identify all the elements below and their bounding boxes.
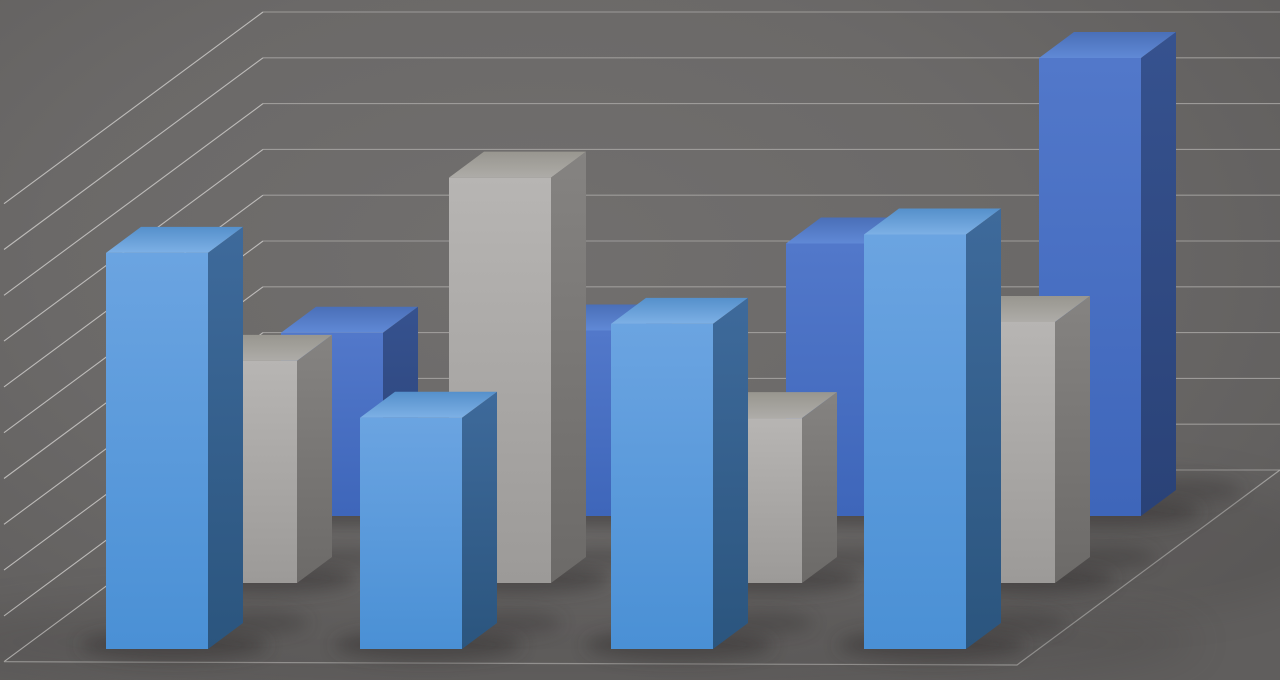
- bar-side-face: [297, 334, 332, 583]
- bar-front-face: [864, 234, 966, 649]
- bar-top-face: [1039, 32, 1176, 58]
- left-wall-gridline: [3, 103, 264, 296]
- bar-top-face: [360, 391, 497, 418]
- bar-side-face: [1055, 295, 1090, 583]
- bar-front-row-light-blue-c4: [864, 208, 1001, 649]
- left-wall-gridline: [3, 57, 264, 250]
- bar-side-face: [1141, 32, 1176, 516]
- bar-side-face: [713, 297, 748, 649]
- bar-front-face: [106, 252, 208, 649]
- bar-top-face: [611, 297, 748, 324]
- bar-top-face: [864, 208, 1001, 235]
- bar-front-row-light-blue-c1: [106, 226, 243, 649]
- bar-side-face: [802, 392, 837, 583]
- bar-front-face: [611, 323, 713, 649]
- left-wall-gridline: [3, 11, 264, 205]
- bar-front-row-light-blue-c3: [611, 297, 748, 649]
- bar-top-face: [106, 226, 243, 253]
- bar-top-face: [449, 151, 586, 178]
- bar-top-face: [281, 306, 418, 333]
- bar-side-face: [462, 391, 497, 649]
- bar-front-row-light-blue-c2: [360, 391, 497, 649]
- bars: [106, 32, 1176, 649]
- bar-side-face: [208, 226, 243, 649]
- bar-side-face: [551, 151, 586, 584]
- bar-front-face: [360, 417, 462, 649]
- bar-side-face: [966, 208, 1001, 649]
